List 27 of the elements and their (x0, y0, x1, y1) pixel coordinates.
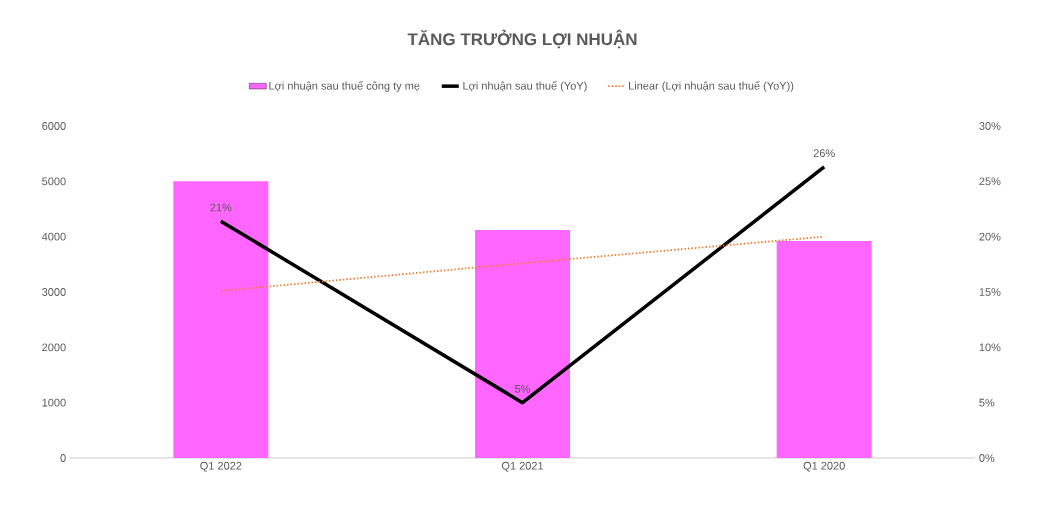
y2-tick-label: 25% (979, 177, 1001, 186)
x-tick-label: Q1 2021 (501, 461, 544, 472)
y2-tick-label: 30% (979, 122, 1001, 130)
bar (475, 230, 571, 458)
y2-tick-label: 5% (979, 398, 995, 407)
bar (173, 181, 269, 458)
y-tick-label: 2000 (42, 343, 66, 352)
x-tick-label: Q1 2020 (803, 461, 845, 472)
y-tick-label: 3000 (42, 288, 66, 296)
chart-title: TĂNG TRƯỞNG LỢI NHUẬN (407, 29, 637, 49)
data-label: 5% (515, 385, 531, 393)
data-label: 26% (813, 149, 835, 158)
y-tick-label: 4000 (41, 232, 66, 241)
legend-label: Lợi nhuận sau thuế công ty mẹ (269, 81, 420, 92)
bar (776, 241, 872, 458)
legend-label: Lợi nhuận sau thuế (YoY) (463, 81, 587, 92)
y-tick-label: 1000 (42, 398, 66, 407)
x-tick-label: Q1 2022 (200, 461, 242, 472)
y2-tick-label: 20% (979, 232, 1001, 241)
y-tick-label: 6000 (42, 122, 66, 130)
data-label: 21% (210, 203, 232, 212)
legend-label: Linear (Lợi nhuận sau thuế (YoY)) (629, 81, 794, 92)
y2-tick-label: 10% (979, 343, 1001, 352)
y2-tick-label: 15% (979, 288, 1001, 296)
y-tick-label: 5000 (42, 177, 66, 186)
y-tick-label: 0 (60, 454, 66, 462)
y2-tick-label: 0% (979, 454, 995, 462)
